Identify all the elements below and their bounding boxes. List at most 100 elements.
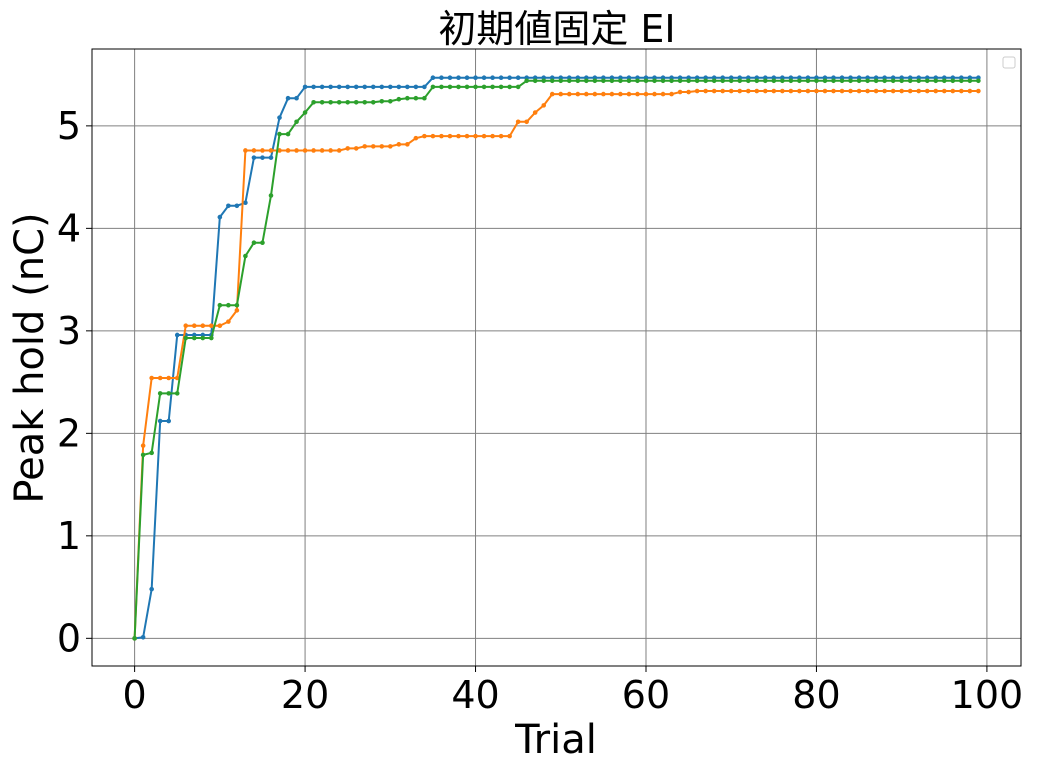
data-point [302,84,308,90]
data-point [524,78,529,84]
data-point [311,100,316,105]
data-point [754,88,760,94]
data-point [285,148,291,153]
data-point [694,78,700,84]
data-point [728,78,734,84]
data-point [481,133,487,139]
data-point [285,131,291,137]
data-point [967,78,973,84]
data-point [370,144,376,149]
data-point [388,98,393,104]
data-point [771,78,777,84]
data-point [413,135,419,141]
data-point [694,88,700,94]
data-point [643,91,649,97]
data-point [456,75,461,80]
data-point [268,193,274,198]
data-point [643,78,649,84]
data-point [260,240,265,246]
data-point [711,78,717,84]
x-tick-label: 80 [792,673,840,717]
data-point [251,155,257,160]
x-tick-label: 40 [451,673,499,717]
data-point [260,148,265,153]
data-point [294,148,299,153]
data-point [626,78,632,84]
data-point [839,88,845,94]
data-point [959,88,964,94]
series-3 [132,78,981,641]
data-point [959,78,964,84]
data-point [805,78,811,84]
data-point [515,75,521,80]
data-point [396,84,402,90]
data-point [353,146,359,151]
data-point [507,75,512,80]
data-point [745,78,751,84]
data-point [191,323,197,329]
data-point [447,133,453,139]
data-point [388,144,393,149]
data-point [174,391,180,396]
data-point [140,443,146,448]
data-point [728,88,734,94]
data-point [268,148,274,153]
data-point [626,91,632,97]
data-point [464,84,470,90]
data-point [933,88,939,94]
data-point [234,302,240,308]
data-point [601,78,606,84]
data-point [490,133,495,139]
data-point [268,155,274,160]
data-point [822,78,828,84]
data-point [780,78,785,84]
data-point [575,78,581,84]
data-point [720,78,725,84]
data-point [226,319,231,324]
data-point [370,100,376,105]
data-point [677,89,683,95]
data-point [916,78,922,84]
data-point [379,98,385,104]
data-point [763,88,768,94]
data-point [507,84,512,90]
data-point [140,635,146,640]
data-point [788,88,794,94]
data-point [950,88,956,94]
data-point [243,148,248,153]
data-point [771,88,777,94]
y-tick-label: 5 [57,104,81,148]
data-point [524,119,529,125]
series-2 [132,88,981,641]
data-point [226,302,231,308]
data-point [396,96,402,102]
data-point [873,78,879,84]
data-point [907,88,913,94]
data-point [149,450,154,456]
data-point [848,88,853,94]
data-point [396,142,402,147]
data-point [243,253,248,259]
data-point [456,84,461,90]
x-axis-label: Trial [514,717,597,763]
data-point [328,84,333,90]
data-point [558,78,564,84]
data-point [848,78,853,84]
data-point [439,75,444,80]
data-point [839,78,845,84]
ticks: 0 20 40 60 80 100 0 1 2 3 4 5 [57,104,1023,717]
data-point [575,91,581,97]
data-point [209,335,214,341]
data-point [405,84,410,90]
data-point [362,100,368,105]
data-point [149,586,154,592]
data-point [669,78,674,84]
data-point [140,452,146,458]
data-point [976,88,981,94]
data-point [831,88,836,94]
data-point [780,88,785,94]
data-point [422,84,427,90]
data-point [814,88,819,94]
data-point [899,88,904,94]
